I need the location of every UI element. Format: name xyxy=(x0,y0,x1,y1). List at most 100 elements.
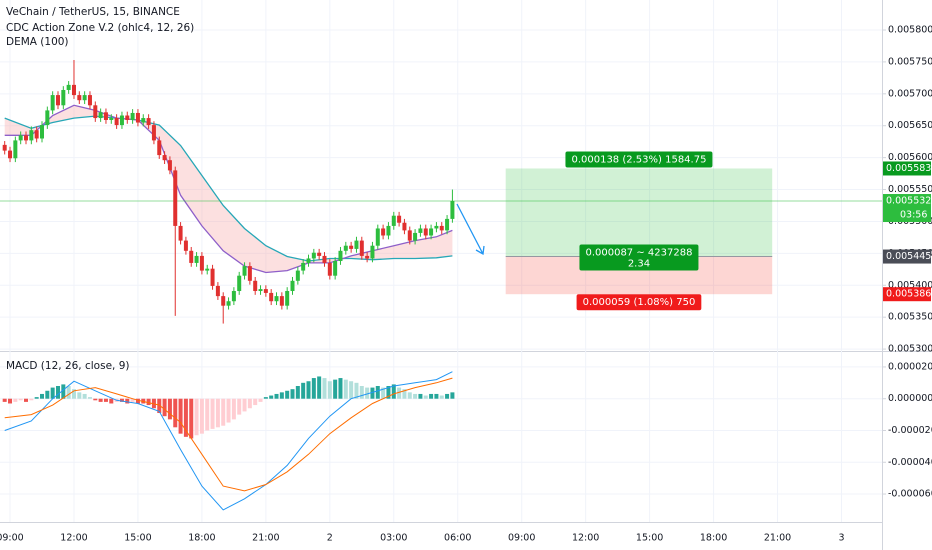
histogram-bar xyxy=(13,398,18,402)
candle-body xyxy=(439,225,444,231)
histogram-bar xyxy=(167,398,172,420)
candle-body xyxy=(423,228,428,236)
y-tick-label: 0.005300 xyxy=(888,344,932,355)
candle-body xyxy=(274,296,279,302)
histogram-bar xyxy=(40,393,44,399)
histogram-bar xyxy=(247,398,252,409)
x-tick-label: 03:00 xyxy=(380,533,407,544)
candle-body xyxy=(381,228,386,236)
y-tick-label: 0.005650 xyxy=(888,120,932,131)
candle-body xyxy=(173,170,178,226)
plot: 0.000138 (2.53%) 1584.75 0.000059 (1.08%)… xyxy=(0,59,882,511)
y-tick-label: 0.000020 xyxy=(888,361,932,372)
candle-body xyxy=(66,84,71,90)
candle-body xyxy=(87,95,92,106)
histogram-bar xyxy=(183,398,188,437)
histogram-bar xyxy=(87,397,92,399)
candle-body xyxy=(162,155,167,161)
target-label: 0.000138 (2.53%) 1584.75 xyxy=(571,154,706,165)
histogram-bar xyxy=(98,398,103,402)
y-tick-label: 0.005750 xyxy=(888,56,932,67)
histogram-bar xyxy=(18,398,23,401)
x-tick-label: 3 xyxy=(838,533,844,544)
candle-body xyxy=(45,110,50,126)
candle-body xyxy=(205,268,210,271)
y-tick-label: 0.005400 xyxy=(888,280,932,291)
target-price-tag: 0.005583 xyxy=(886,163,931,174)
profit-zone xyxy=(505,168,773,257)
x-tick-label: 15:00 xyxy=(124,533,151,544)
candle-body xyxy=(125,115,130,120)
candle-body xyxy=(285,291,290,306)
histogram-bar xyxy=(418,393,423,399)
candle-body xyxy=(295,270,300,281)
candle-body xyxy=(194,255,199,263)
histogram-bar xyxy=(279,392,284,399)
candle-body xyxy=(397,215,402,223)
histogram-bar xyxy=(237,398,242,415)
indicator-legend: CDC Action Zone V.2 (ohlc4, 12, 26) xyxy=(6,22,194,34)
histogram-bar xyxy=(258,398,263,402)
histogram-bar xyxy=(61,384,66,399)
arrow-annotation xyxy=(456,203,485,256)
candle-body xyxy=(8,150,13,159)
histogram-bar xyxy=(370,387,375,399)
countdown: 03:56 xyxy=(900,210,927,221)
histogram-bar xyxy=(210,398,215,429)
candle-body xyxy=(269,292,274,302)
entry-label: 2.34 xyxy=(628,259,650,270)
histogram-bar xyxy=(50,387,55,399)
candle-body xyxy=(407,230,412,241)
candle-body xyxy=(386,225,391,236)
candle-body xyxy=(71,84,76,96)
candle-body xyxy=(375,228,380,246)
stop-price-tag: 0.005386 xyxy=(886,289,931,300)
candle-body xyxy=(82,95,87,101)
histogram-bar xyxy=(55,386,60,399)
histogram-bar xyxy=(199,398,204,434)
y-tick-label: 0.000000 xyxy=(888,393,932,404)
candle-body xyxy=(322,255,327,263)
candle-body xyxy=(370,245,375,259)
candle-body xyxy=(135,112,140,123)
axes: 0.005800 0.005750 0.005700 0.005650 0.005600… xyxy=(0,24,932,543)
candle-body xyxy=(237,275,242,292)
histogram-bar xyxy=(226,398,231,423)
histogram-bar xyxy=(66,386,71,399)
candle-body xyxy=(306,258,311,263)
candle-body xyxy=(242,266,247,276)
histogram-bar xyxy=(71,389,76,399)
candle-body xyxy=(429,228,434,236)
candle-body xyxy=(354,240,359,249)
histogram-bar xyxy=(343,379,348,399)
target-price-tag-bg xyxy=(883,161,931,176)
histogram-bar xyxy=(445,393,450,399)
histogram-bar xyxy=(109,398,114,404)
candle-body xyxy=(50,95,55,111)
candle-body xyxy=(221,296,226,306)
stop-price-tag-bg xyxy=(883,287,931,302)
histogram-bar xyxy=(295,386,300,399)
x-tick-label: 12:00 xyxy=(60,533,87,544)
x-tick-label: 09:00 xyxy=(508,533,535,544)
x-tick-label: 21:00 xyxy=(764,533,791,544)
candle-body xyxy=(365,255,370,259)
histogram-bar xyxy=(311,378,316,399)
histogram-bar xyxy=(274,393,279,399)
entry-price-tag-bg xyxy=(883,249,931,264)
moving-average-line xyxy=(4,115,453,262)
histogram-bar xyxy=(146,398,151,406)
histogram-bar xyxy=(423,395,428,399)
candle-body xyxy=(391,215,396,226)
indicator-legend: DEMA (100) xyxy=(6,36,69,48)
histogram-bar xyxy=(125,398,130,404)
histogram-bar xyxy=(8,398,13,404)
histogram-bar xyxy=(338,378,343,399)
candle-body xyxy=(210,268,215,286)
histogram-bar xyxy=(381,387,386,399)
histogram-bar xyxy=(359,386,364,399)
histogram-bar xyxy=(450,392,455,399)
candle-body xyxy=(13,140,18,159)
stop-label: 0.000059 (1.08%) 750 xyxy=(583,297,696,308)
histogram-bar xyxy=(439,395,444,399)
